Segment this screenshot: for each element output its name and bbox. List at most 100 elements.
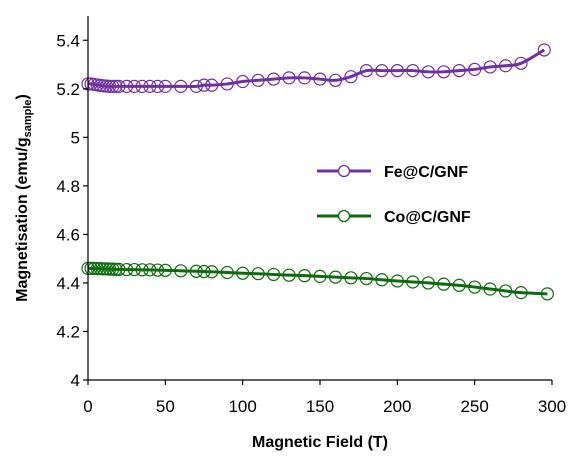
data-point-co — [437, 277, 451, 291]
y-tick-label: 4.4 — [56, 274, 80, 293]
axes-layer: 4 4.2 4.4 4.6 4.8 5 5.2 5.4 0 50 100 150 200 250 300 — [56, 16, 566, 416]
legend-marker-co — [337, 209, 351, 223]
data-point-fe — [297, 71, 312, 85]
data-point-co — [375, 273, 389, 287]
data-point-co — [151, 263, 165, 277]
data-point-co — [135, 263, 149, 277]
data-point-co — [251, 267, 265, 281]
data-point-co — [390, 274, 404, 288]
legend-label-fe: Fe@C/GNF — [384, 164, 468, 181]
data-point-fe — [103, 79, 117, 93]
data-point-fe — [220, 77, 234, 91]
data-point-fe — [189, 79, 203, 93]
data-point-co — [189, 264, 203, 278]
data-point-co — [421, 276, 435, 290]
data-point-fe — [375, 63, 389, 78]
x-axis-title: Magnetic Field (T) — [252, 434, 388, 451]
data-point-co — [120, 262, 134, 277]
x-tick-label: 100 — [228, 397, 256, 416]
x-tick-label: 50 — [156, 397, 175, 416]
data-point-co — [344, 271, 358, 285]
legend-entry-co: Co@C/GNF — [317, 209, 471, 226]
y-ticks: 4 4.2 4.4 4.6 4.8 5 5.2 5.4 — [56, 31, 88, 390]
y-tick-label: 5.4 — [56, 31, 80, 50]
x-tick-label: 150 — [306, 397, 334, 416]
legend-label-co: Co@C/GNF — [384, 209, 471, 226]
data-point-fe — [468, 62, 482, 76]
data-point-fe — [483, 60, 497, 74]
y-tick-label: 4 — [71, 371, 80, 390]
y-tick-label: 4.2 — [56, 322, 80, 341]
data-point-fe — [174, 79, 188, 93]
data-point-fe — [112, 79, 126, 93]
data-point-co — [143, 263, 157, 277]
y-tick-label: 5.2 — [56, 80, 80, 99]
series-layer — [81, 43, 554, 301]
x-ticks: 0 50 100 150 200 250 300 — [83, 380, 566, 416]
y-axis-title-close: ) — [14, 94, 31, 99]
y-tick-label: 5 — [71, 128, 80, 147]
series-line-co — [87, 266, 548, 296]
data-point-co — [452, 278, 466, 292]
data-point-fe — [106, 79, 120, 93]
data-point-co — [297, 269, 312, 283]
data-point-co — [267, 267, 281, 282]
data-point-co — [514, 286, 528, 300]
data-point-fe — [158, 79, 172, 93]
data-point-fe — [143, 79, 157, 93]
data-point-co — [313, 269, 327, 283]
data-point-fe — [421, 65, 435, 79]
data-point-fe — [499, 59, 513, 73]
data-point-fe — [344, 70, 358, 84]
data-point-co — [282, 268, 296, 282]
data-point-co — [112, 262, 126, 276]
data-point-co — [328, 270, 343, 284]
data-point-co — [468, 280, 482, 294]
data-point-co — [109, 262, 123, 276]
data-point-fe — [313, 72, 327, 86]
data-point-fe — [109, 79, 123, 93]
data-point-fe — [452, 63, 466, 78]
y-tick-label: 4.8 — [56, 177, 80, 196]
y-tick-label: 4.6 — [56, 225, 80, 244]
data-point-fe — [390, 63, 404, 78]
data-point-fe — [135, 79, 149, 93]
data-point-fe — [127, 79, 141, 93]
data-point-fe — [205, 78, 219, 92]
data-point-fe — [282, 71, 296, 85]
data-point-co — [174, 264, 188, 278]
data-point-co — [483, 282, 497, 296]
x-tick-label: 300 — [538, 397, 566, 416]
data-point-fe — [437, 65, 451, 79]
legend-entry-fe: Fe@C/GNF — [317, 164, 468, 181]
data-point-fe — [236, 74, 250, 89]
data-point-fe — [406, 63, 420, 78]
data-point-fe — [120, 79, 134, 93]
y-axis-title-main: Magnetisation (emu/g — [14, 137, 31, 301]
data-point-fe — [537, 43, 551, 57]
legend: Fe@C/GNF Co@C/GNF — [317, 164, 471, 226]
x-tick-label: 200 — [383, 397, 411, 416]
data-point-co — [359, 271, 373, 286]
x-tick-label: 250 — [460, 397, 488, 416]
data-point-co — [540, 287, 554, 301]
data-point-co — [197, 264, 211, 279]
data-point-fe — [197, 78, 211, 92]
data-point-co — [220, 265, 234, 280]
y-axis-title: Magnetisation (emu/gsample) — [14, 94, 34, 302]
data-point-co — [205, 265, 219, 279]
data-point-co — [127, 262, 141, 277]
data-point-fe — [514, 56, 528, 70]
y-axis-title-subscript: sample — [22, 99, 34, 137]
x-tick-label: 0 — [83, 397, 92, 416]
data-point-fe — [328, 73, 343, 87]
data-point-co — [499, 284, 513, 298]
data-point-co — [406, 275, 420, 289]
data-point-fe — [151, 79, 165, 93]
data-point-co — [158, 263, 172, 277]
legend-marker-fe — [337, 164, 351, 178]
data-point-fe — [359, 63, 373, 78]
data-point-fe — [267, 72, 281, 86]
data-point-co — [236, 266, 250, 280]
